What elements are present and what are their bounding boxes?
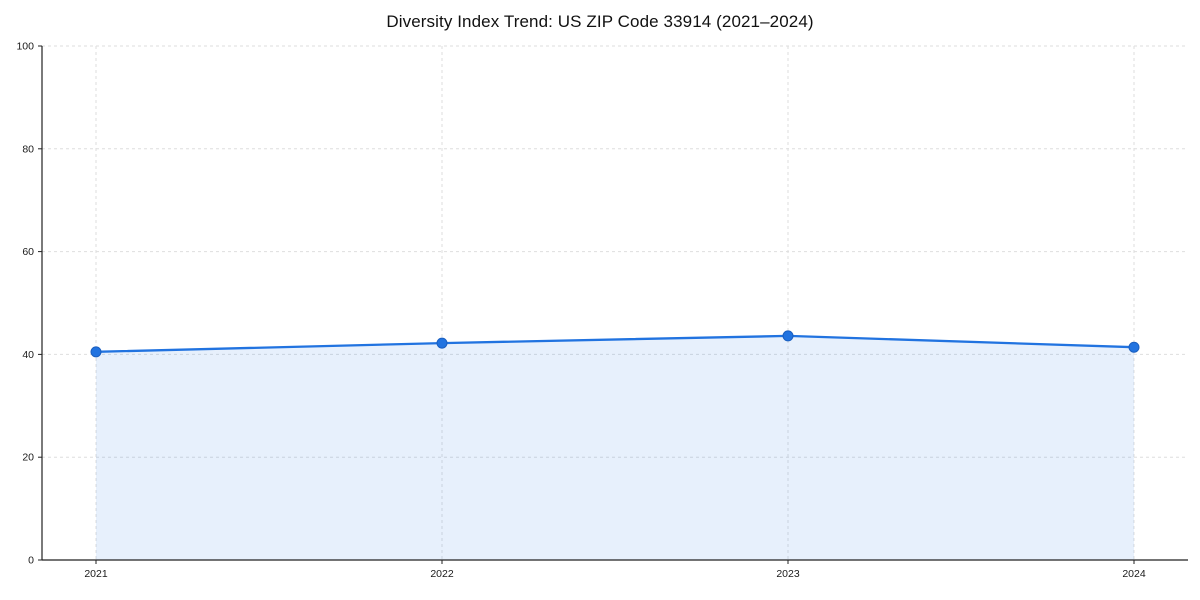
y-tick-label: 80 (22, 143, 34, 155)
data-point-marker (1128, 341, 1140, 353)
y-tick-label: 0 (28, 555, 34, 567)
y-tick-label: 40 (22, 349, 34, 361)
y-tick-label: 20 (22, 452, 34, 464)
x-tick-label: 2024 (1122, 568, 1146, 580)
x-tick-label: 2021 (84, 568, 108, 580)
chart-title: Diversity Index Trend: US ZIP Code 33914… (386, 12, 814, 31)
data-point-marker (90, 346, 102, 358)
area-fill (96, 335, 1134, 560)
y-tick-label: 100 (16, 41, 34, 53)
x-tick-label: 2022 (430, 568, 454, 580)
data-point-marker (436, 337, 448, 349)
x-tick-label: 2023 (776, 568, 800, 580)
data-point-marker (782, 330, 794, 342)
trend-line (94, 334, 1136, 353)
y-tick-label: 60 (22, 246, 34, 258)
